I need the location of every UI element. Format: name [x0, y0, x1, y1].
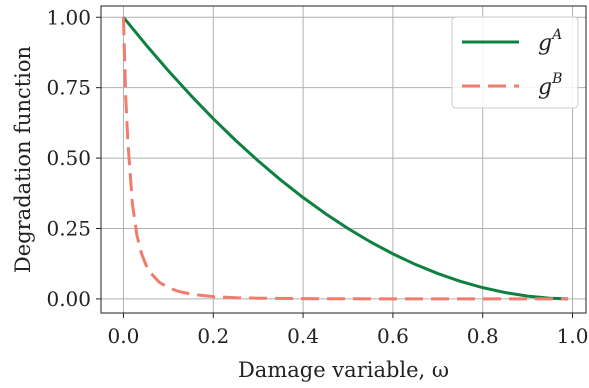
y-axis-label: Degradation function	[11, 46, 35, 273]
y-tick-label: 0.75	[46, 76, 91, 100]
series-line-gB	[121, 17, 569, 301]
y-tick-label: 0.25	[46, 217, 91, 241]
x-tick-label: 0.2	[197, 324, 229, 348]
y-tick-label: 0.00	[46, 287, 91, 311]
x-tick-label: 0.4	[287, 324, 319, 348]
series-lines	[121, 16, 569, 301]
x-tick-label: 1.0	[557, 324, 589, 348]
legend-label-gB: gB	[538, 71, 562, 100]
legend-label-gA: gA	[538, 27, 562, 56]
x-tick-label: 0.0	[108, 324, 140, 348]
x-tick-label: 0.6	[377, 324, 409, 348]
x-axis-label: Damage variable, ω	[238, 358, 449, 382]
y-tick-label: 0.50	[46, 146, 91, 170]
legend: gA gB	[451, 16, 579, 109]
x-tick-label: 0.8	[467, 324, 499, 348]
plot-frame	[100, 5, 587, 314]
series-line-gA	[122, 16, 569, 301]
legend-box	[451, 16, 579, 109]
axis-ticks: 0.0 0.2 0.4 0.6 0.8 1.0 0.00 0.25 0.50 0.75 1.00	[46, 5, 588, 348]
y-tick-label: 1.00	[46, 5, 91, 29]
